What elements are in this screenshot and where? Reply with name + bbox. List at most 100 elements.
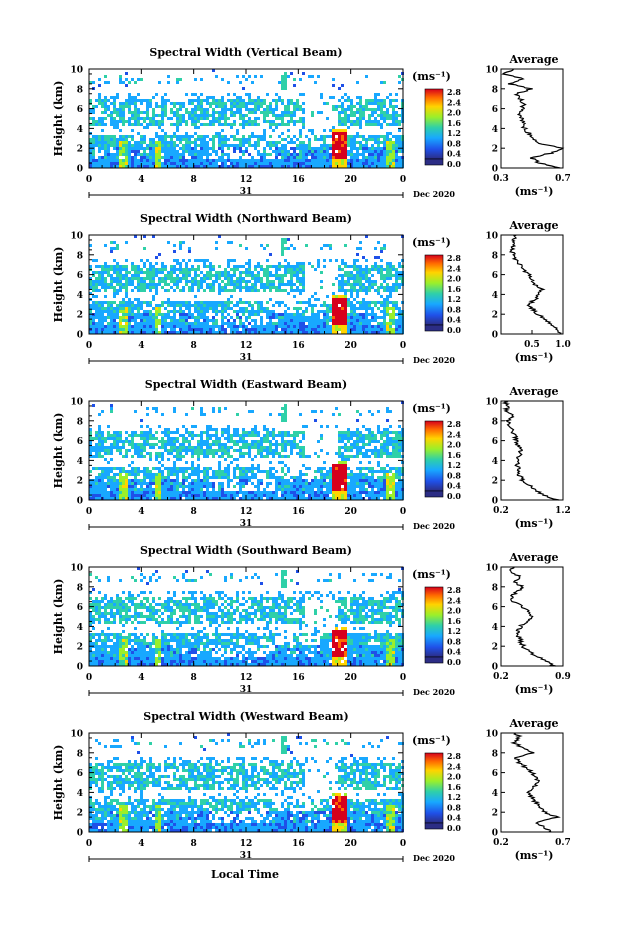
heatmap-cell [395, 159, 398, 162]
heatmap-cell [335, 108, 338, 111]
heatmap-cell [314, 268, 317, 271]
heatmap-cell [179, 102, 182, 105]
heatmap-cell [338, 289, 341, 292]
heatmap-cell [347, 114, 350, 117]
heatmap-cell [230, 289, 233, 292]
heatmap-cell [356, 123, 359, 126]
heatmap-cell [284, 283, 287, 286]
heatmap-cell [374, 96, 377, 99]
heatmap-cell [104, 262, 107, 265]
heatmap-cell [179, 313, 182, 316]
heatmap-cell [116, 265, 119, 268]
heatmap-cell [233, 265, 236, 268]
heatmap-cell [113, 491, 116, 494]
heatmap-cell [275, 485, 278, 488]
heatmap-cell [176, 437, 179, 440]
heatmap-cell [239, 274, 242, 277]
heatmap-cell [245, 286, 248, 289]
heatmap-cell [311, 156, 314, 159]
heatmap-cell [110, 488, 113, 491]
heatmap-cell [122, 135, 125, 138]
heatmap-cell [116, 153, 119, 156]
heatmap-cell [200, 286, 203, 289]
heatmap-cell [236, 132, 239, 135]
heatmap-cell [101, 443, 104, 446]
heatmap-cell [296, 144, 299, 147]
heatmap-cell [260, 437, 263, 440]
heatmap-cell [170, 147, 173, 150]
heatmap-cell [137, 286, 140, 289]
heatmap-cell [374, 325, 377, 328]
heatmap-cell [119, 437, 122, 440]
heatmap-cell [350, 165, 353, 168]
heatmap-cell [215, 165, 218, 168]
heatmap-cell [92, 455, 95, 458]
heatmap-cell [95, 434, 98, 437]
heatmap-cell [95, 310, 98, 313]
heatmap-cell [326, 295, 329, 298]
heatmap-cell [98, 283, 101, 286]
heatmap-cell [260, 75, 263, 78]
heatmap-cell [302, 455, 305, 458]
heatmap-cell [245, 271, 248, 274]
heatmap-cell [212, 319, 215, 322]
heatmap-cell [302, 452, 305, 455]
heatmap-cell [98, 84, 101, 87]
heatmap-cell [317, 319, 320, 322]
heatmap-cell [182, 147, 185, 150]
heatmap-cell [200, 307, 203, 310]
heatmap-cell [134, 141, 137, 144]
heatmap-cell [143, 99, 146, 102]
heatmap-cell [128, 153, 131, 156]
heatmap-cell [302, 289, 305, 292]
heatmap-cell [281, 87, 284, 90]
heatmap-cell [227, 485, 230, 488]
heatmap-cell [101, 328, 104, 331]
heatmap-cell [182, 494, 185, 497]
heatmap-cell [212, 455, 215, 458]
heatmap-cell [341, 159, 344, 162]
heatmap-cell [170, 322, 173, 325]
heatmap-cell [362, 159, 365, 162]
heatmap-cell [311, 129, 314, 132]
heatmap-cell [128, 488, 131, 491]
heatmap-cell [224, 491, 227, 494]
heatmap-cell [377, 156, 380, 159]
heatmap-cell [347, 117, 350, 120]
heatmap-cell [389, 307, 392, 310]
heatmap-cell [194, 473, 197, 476]
heatmap-cell [203, 153, 206, 156]
heatmap-cell [395, 93, 398, 96]
heatmap-cell [377, 153, 380, 156]
heatmap-cell [347, 120, 350, 123]
heatmap-cell [125, 165, 128, 168]
x-tick-label: 0 [400, 175, 406, 185]
heatmap-cell [236, 431, 239, 434]
heatmap-cell [137, 78, 140, 81]
heatmap-cell [299, 105, 302, 108]
heatmap-cell [338, 165, 341, 168]
heatmap-cell [155, 410, 158, 413]
heatmap-cell [155, 114, 158, 117]
heatmap-cell [146, 443, 149, 446]
heatmap-cell [224, 114, 227, 117]
heatmap-cell [281, 313, 284, 316]
heatmap-cell [146, 313, 149, 316]
heatmap-cell [380, 102, 383, 105]
heatmap-cell [131, 440, 134, 443]
heatmap-cell [281, 446, 284, 449]
heatmap-cell [284, 123, 287, 126]
heatmap-cell [266, 455, 269, 458]
heatmap-cell [359, 241, 362, 244]
heatmap-cell [167, 488, 170, 491]
heatmap-cell [188, 144, 191, 147]
heatmap-cell [281, 250, 284, 253]
heatmap-cell [92, 141, 95, 144]
heatmap-cell [296, 434, 299, 437]
heatmap-cell [209, 497, 212, 500]
heatmap-cell [182, 316, 185, 319]
heatmap-cell [200, 491, 203, 494]
heatmap-cell [383, 102, 386, 105]
heatmap-cell [389, 262, 392, 265]
heatmap-cell [239, 150, 242, 153]
